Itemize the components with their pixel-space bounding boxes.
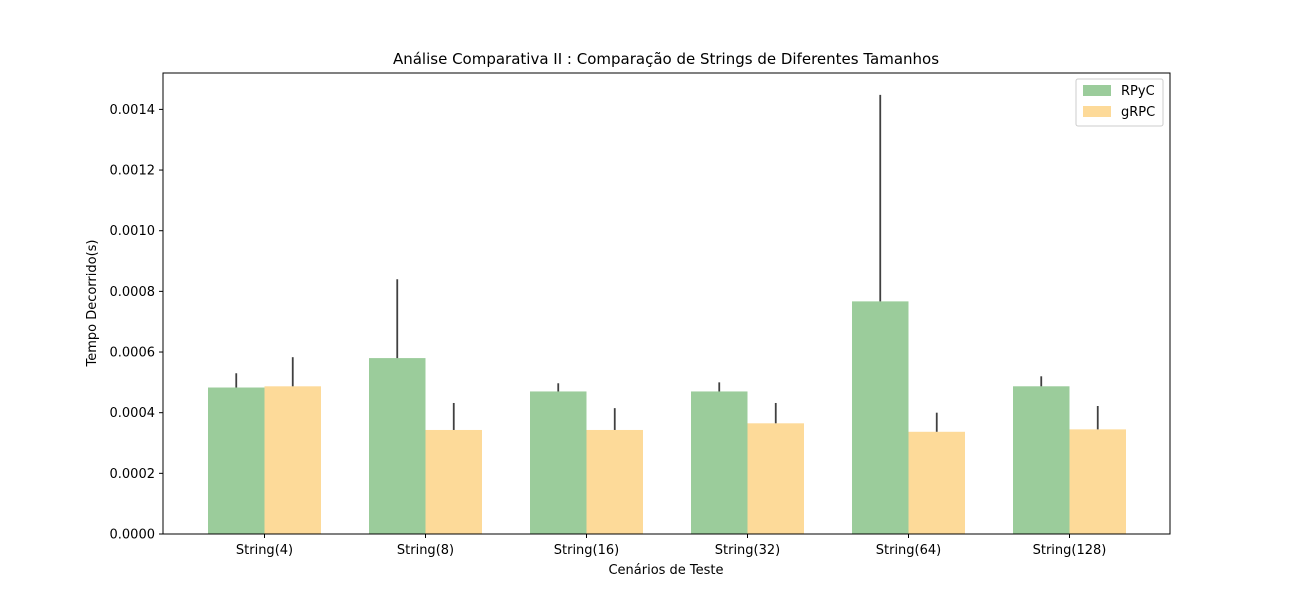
bar-rpyc-string-32 xyxy=(691,391,748,534)
x-tick-label: String(128) xyxy=(1033,543,1107,558)
bar-rpyc-string-64 xyxy=(852,301,909,534)
y-tick-label: 0.0006 xyxy=(110,346,156,361)
bar-grpc-string-32 xyxy=(747,423,804,534)
y-tick-label: 0.0002 xyxy=(110,467,156,482)
legend-label-rpyc: RPyC xyxy=(1121,84,1155,99)
legend-label-grpc: gRPC xyxy=(1121,105,1155,120)
y-tick-label: 0.0004 xyxy=(110,406,156,421)
y-tick-label: 0.0000 xyxy=(110,528,156,543)
y-tick-label: 0.0014 xyxy=(110,103,156,118)
bar-grpc-string-4 xyxy=(264,386,321,534)
bar-grpc-string-8 xyxy=(425,429,482,534)
bar-grpc-string-64 xyxy=(908,431,965,534)
y-tick-label: 0.0012 xyxy=(110,164,156,179)
y-tick-label: 0.0008 xyxy=(110,285,156,300)
x-axis-label: Cenários de Teste xyxy=(608,563,723,578)
plot-frame xyxy=(162,72,1171,535)
errorbars-layer xyxy=(235,94,1099,432)
x-tick-label: String(4) xyxy=(236,543,293,558)
legend: RPyC gRPC xyxy=(1075,78,1164,127)
bar-rpyc-string-128 xyxy=(1013,386,1070,534)
bars-layer xyxy=(208,301,1126,534)
bar-grpc-string-128 xyxy=(1069,429,1126,534)
chart-title: Análise Comparativa II : Comparação de S… xyxy=(393,50,939,68)
legend-swatch-grpc xyxy=(1083,106,1111,117)
y-axis-label: Tempo Decorrido(s) xyxy=(85,239,100,367)
y-axis: 0.0000 0.0002 0.0004 0.0006 0.0008 0.0010 0.00… xyxy=(110,103,163,543)
x-tick-label: String(8) xyxy=(397,543,454,558)
x-tick-label: String(32) xyxy=(715,543,780,558)
y-tick-label: 0.0010 xyxy=(110,224,156,239)
bar-rpyc-string-4 xyxy=(208,387,265,534)
x-axis: String(4) String(8) String(16) String(32) St… xyxy=(236,534,1106,558)
legend-swatch-rpyc xyxy=(1083,85,1111,96)
bar-grpc-string-16 xyxy=(586,429,643,534)
x-tick-label: String(16) xyxy=(554,543,619,558)
bar-rpyc-string-8 xyxy=(369,358,426,534)
bar-rpyc-string-16 xyxy=(530,391,587,534)
x-tick-label: String(64) xyxy=(876,543,941,558)
